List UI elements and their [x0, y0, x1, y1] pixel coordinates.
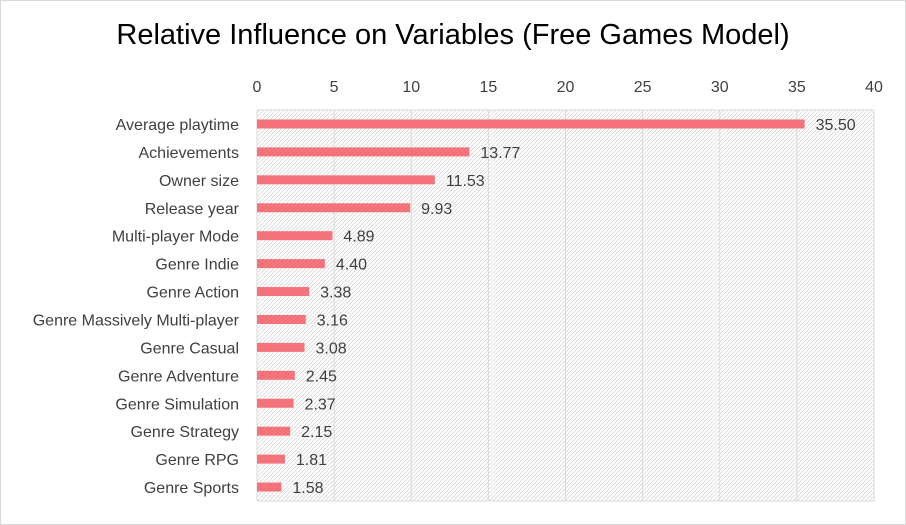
data-label: 1.81	[296, 452, 327, 469]
data-label: 3.38	[320, 285, 351, 302]
bar	[257, 398, 294, 408]
data-label: 3.16	[317, 312, 348, 329]
bar	[257, 370, 295, 380]
data-label: 3.08	[316, 340, 347, 357]
x-tick-label: 40	[865, 79, 883, 96]
bar	[257, 231, 333, 241]
bar	[257, 119, 805, 129]
category-label: Genre RPG	[155, 452, 239, 469]
category-label: Genre Sports	[144, 480, 239, 497]
category-label: Genre Massively Multi-player	[33, 312, 240, 329]
bar	[257, 175, 435, 185]
data-label: 4.89	[343, 229, 374, 246]
category-label: Owner size	[159, 173, 239, 190]
category-label: Multi-player Mode	[112, 229, 239, 246]
data-label: 11.53	[446, 173, 485, 190]
x-tick-label: 25	[634, 79, 652, 96]
data-label: 35.50	[816, 117, 856, 134]
x-tick-label: 10	[402, 79, 420, 96]
chart-title: Relative Influence on Variables (Free Ga…	[116, 19, 790, 51]
x-tick-label: 20	[557, 79, 575, 96]
x-tick-label: 30	[711, 79, 729, 96]
category-label: Genre Simulation	[115, 396, 239, 413]
bar	[257, 482, 282, 492]
x-tick-label: 5	[330, 79, 339, 96]
data-label: 2.45	[306, 368, 337, 385]
data-label: 9.93	[421, 201, 452, 218]
gridlines	[256, 109, 875, 502]
data-label: 1.58	[292, 480, 323, 497]
data-label: 2.37	[305, 396, 336, 413]
category-label: Genre Casual	[140, 340, 239, 357]
category-label: Genre Action	[147, 285, 240, 302]
x-tick-label: 15	[479, 79, 497, 96]
category-labels: Average playtime Achievements Owner size Re…	[33, 117, 240, 497]
bar	[257, 454, 285, 464]
data-label: 4.40	[336, 257, 367, 274]
x-tick-label: 35	[788, 79, 806, 96]
bar	[257, 287, 310, 297]
bar	[257, 203, 411, 213]
bars	[257, 119, 805, 492]
category-label: Average playtime	[116, 117, 239, 134]
category-label: Genre Adventure	[118, 368, 239, 385]
bar	[257, 314, 306, 324]
bar	[257, 147, 470, 157]
x-tick-label: 0	[253, 79, 262, 96]
category-label: Release year	[145, 201, 240, 218]
data-label: 13.77	[480, 145, 520, 162]
bar	[257, 342, 305, 352]
category-label: Genre Indie	[155, 257, 239, 274]
x-axis-ticks: 0 5 10 15 20 25 30 35 40	[253, 79, 883, 96]
category-label: Genre Strategy	[131, 424, 240, 441]
data-labels: 35.50 13.77 11.53 9.93 4.89 4.40 3.38 3.16 3.08 2…	[292, 117, 855, 497]
bar	[257, 259, 325, 269]
category-label: Achievements	[139, 145, 240, 162]
bar	[257, 426, 291, 436]
data-label: 2.15	[301, 424, 332, 441]
